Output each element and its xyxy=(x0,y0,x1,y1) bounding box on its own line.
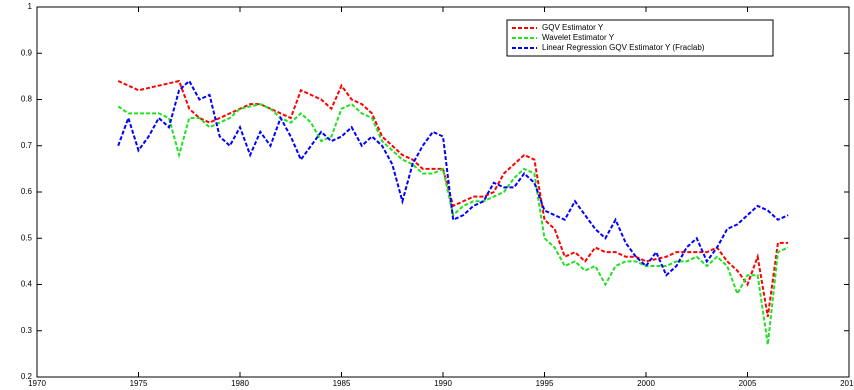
x-tick-label: 1985 xyxy=(333,379,351,388)
x-tick-label: 1995 xyxy=(536,379,554,388)
y-tick-label: 0.9 xyxy=(21,48,33,57)
series-line xyxy=(117,102,789,345)
legend-label: Wavelet Estimator Y xyxy=(542,33,615,42)
legend-label: Linear Regression GQV Estimator Y (Fracl… xyxy=(542,43,705,52)
y-tick-label: 0.4 xyxy=(21,280,33,289)
legend-box xyxy=(506,19,774,57)
y-tick-label: 0.2 xyxy=(21,372,33,381)
y-tick-label: 1 xyxy=(28,2,33,11)
x-tick-label: 2005 xyxy=(739,379,757,388)
plot-frame xyxy=(36,6,850,378)
x-tick-label: 1990 xyxy=(434,379,452,388)
y-tick-label: 0.3 xyxy=(21,326,33,335)
series-line xyxy=(117,79,789,277)
y-tick-label: 0.6 xyxy=(21,187,33,196)
x-tick-label: 1980 xyxy=(231,379,249,388)
series-line xyxy=(117,79,789,318)
x-tick-label: 2010 xyxy=(840,379,854,388)
y-tick-label: 0.7 xyxy=(21,141,33,150)
x-tick-label: 1975 xyxy=(130,379,148,388)
x-tick-label: 1970 xyxy=(28,379,46,388)
legend-label: GQV Estimator Y xyxy=(542,23,604,32)
y-tick-label: 0.8 xyxy=(21,95,33,104)
y-tick-label: 0.5 xyxy=(21,233,33,242)
x-tick-label: 2000 xyxy=(637,379,655,388)
